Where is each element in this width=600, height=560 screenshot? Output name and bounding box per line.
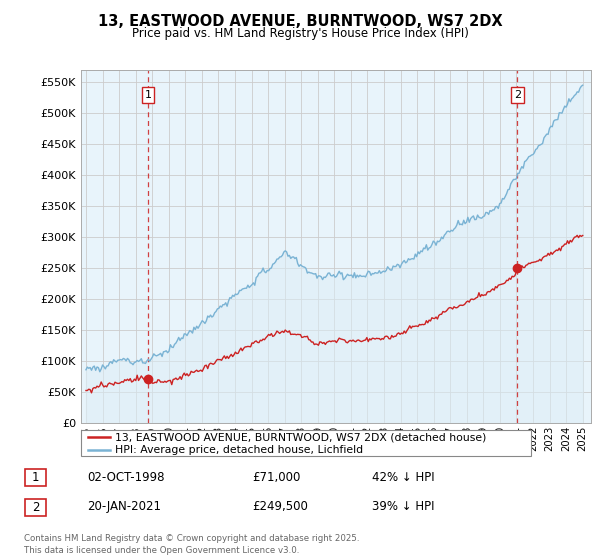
- Text: Price paid vs. HM Land Registry's House Price Index (HPI): Price paid vs. HM Land Registry's House …: [131, 27, 469, 40]
- Text: HPI: Average price, detached house, Lichfield: HPI: Average price, detached house, Lich…: [115, 446, 363, 455]
- Text: 13, EASTWOOD AVENUE, BURNTWOOD, WS7 2DX (detached house): 13, EASTWOOD AVENUE, BURNTWOOD, WS7 2DX …: [115, 432, 486, 442]
- Text: 42% ↓ HPI: 42% ↓ HPI: [372, 470, 434, 484]
- Text: Contains HM Land Registry data © Crown copyright and database right 2025.
This d: Contains HM Land Registry data © Crown c…: [24, 534, 359, 555]
- FancyBboxPatch shape: [25, 499, 46, 516]
- Text: 13, EASTWOOD AVENUE, BURNTWOOD, WS7 2DX: 13, EASTWOOD AVENUE, BURNTWOOD, WS7 2DX: [98, 14, 502, 29]
- Text: 2: 2: [32, 501, 39, 514]
- Text: 20-JAN-2021: 20-JAN-2021: [87, 500, 161, 514]
- Text: 39% ↓ HPI: 39% ↓ HPI: [372, 500, 434, 514]
- FancyBboxPatch shape: [81, 430, 531, 456]
- Text: £249,500: £249,500: [252, 500, 308, 514]
- FancyBboxPatch shape: [25, 469, 46, 486]
- Text: 1: 1: [32, 471, 39, 484]
- Text: £71,000: £71,000: [252, 470, 301, 484]
- Text: 1: 1: [145, 90, 152, 100]
- Text: 02-OCT-1998: 02-OCT-1998: [87, 470, 164, 484]
- Text: 2: 2: [514, 90, 521, 100]
